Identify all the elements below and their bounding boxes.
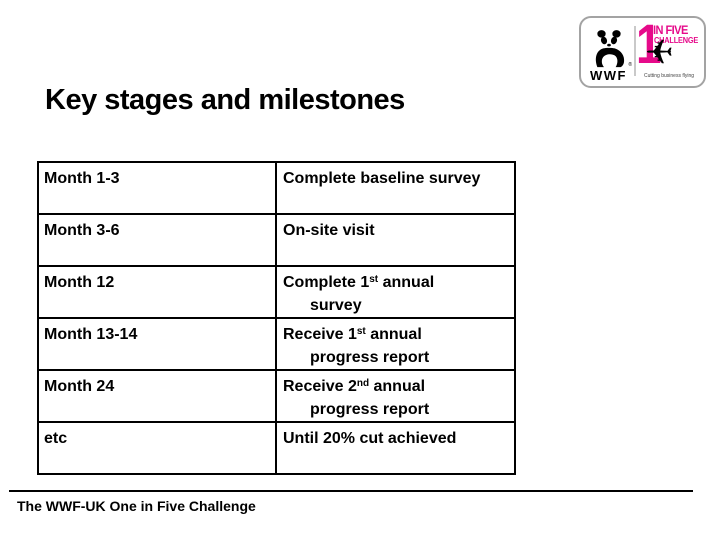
milestone-line1: Receive 2nd annual [283,376,510,399]
footer-divider-line [9,490,693,492]
milestone-superscript: st [356,326,366,337]
stage-cell: Month 1-3 [39,163,277,213]
stage-cell: Month 3-6 [39,215,277,265]
milestone-line1: Receive 1st annual [283,324,510,347]
one-in-five-challenge-section: 1 IN FIVE CHALLENGE ✈ Cutting business f… [636,12,704,86]
table-row: Month 3-6 On-site visit [39,213,514,265]
milestone-text: Complete baseline survey [283,170,481,187]
key-stages-table: Month 1-3 Complete baseline survey Month… [37,161,516,475]
milestone-cell: On-site visit [277,215,514,265]
milestone-line2: progress report [310,401,430,418]
big-one-numeral: 1 [636,12,662,75]
milestone-line1: On-site visit [283,220,510,243]
milestone-line2: survey [310,297,362,314]
milestone-text: Receive 1 [283,326,357,343]
wwf-logo-section: ® WWF [581,18,634,86]
table-row: Month 12 Complete 1st annual survey [39,265,514,317]
milestone-cell: Receive 1st annual progress report [277,319,514,369]
milestone-text: Complete 1 [283,274,370,291]
stage-cell: Month 12 [39,267,277,317]
table-row: etc Until 20% cut achieved [39,421,514,473]
logo-divider [634,26,636,76]
milestone-cell: Until 20% cut achieved [277,423,514,473]
table-row: Month 1-3 Complete baseline survey [39,163,514,213]
milestone-text: Receive 2 [283,378,357,395]
stage-cell: Month 13-14 [39,319,277,369]
milestone-text-cont: annual [369,378,426,395]
footer-text: The WWF-UK One in Five Challenge [17,498,256,514]
registered-trademark-mark: ® [628,62,632,68]
milestone-line1: Complete baseline survey [283,168,510,191]
milestone-cell: Receive 2nd annual progress report [277,371,514,421]
wwf-panda-icon [595,30,624,68]
airplane-icon: ✈ [645,34,674,72]
milestone-text: Until 20% cut achieved [283,430,457,447]
milestone-text-cont: annual [365,326,422,343]
table-row: Month 13-14 Receive 1st annual progress … [39,317,514,369]
stage-cell: Month 24 [39,371,277,421]
wwf-one-in-five-logo: ® WWF 1 IN FIVE CHALLENGE ✈ Cutting busi… [579,16,706,88]
challenge-label: CHALLENGE [654,36,699,45]
table-row: Month 24 Receive 2nd annual progress rep… [39,369,514,421]
page-title: Key stages and milestones [45,84,405,116]
milestone-line2: progress report [310,349,430,366]
logo-tagline: Cutting business flying [643,73,695,79]
wwf-wordmark: WWF [590,68,627,83]
milestone-cell: Complete baseline survey [277,163,514,213]
milestone-superscript: nd [356,378,370,389]
milestone-line1: Complete 1st annual [283,272,510,295]
milestone-text-cont: annual [378,274,435,291]
milestone-line1: Until 20% cut achieved [283,428,510,451]
in-five-label: IN FIVE [653,23,688,37]
milestone-superscript: st [369,274,379,285]
stage-cell: etc [39,423,277,473]
milestone-cell: Complete 1st annual survey [277,267,514,317]
milestone-text: On-site visit [283,222,375,239]
